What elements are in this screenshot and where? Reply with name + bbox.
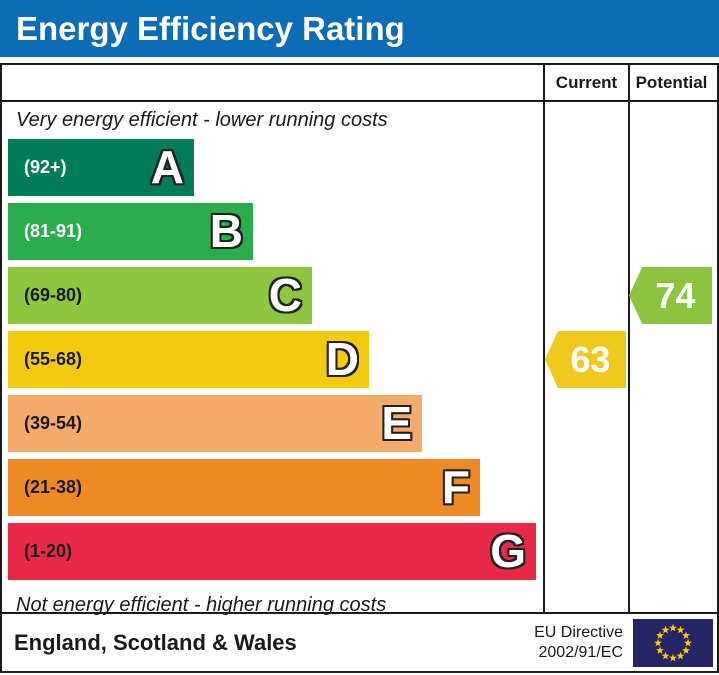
table-header-row: Current Potential: [2, 65, 717, 102]
header-potential: Potential: [628, 65, 713, 100]
band-letter: F: [441, 460, 470, 513]
band-letter: B: [209, 204, 243, 257]
eu-directive-line1: EU Directive: [534, 623, 623, 641]
band-bar-b: (81-91) B: [8, 203, 253, 260]
band-bar-e: (39-54) E: [8, 395, 422, 452]
region-label: England, Scotland & Wales: [14, 629, 297, 655]
band-letter: C: [268, 268, 302, 321]
band-range-label: (69-80): [24, 285, 83, 305]
bands-column: Very energy efficient - lower running co…: [2, 102, 543, 616]
top-note: Very energy efficient - lower running co…: [16, 109, 388, 131]
potential-column: 74: [628, 102, 713, 612]
table-footer-row: England, Scotland & Wales EU Directive 2…: [2, 612, 717, 671]
bands: (92+) A (81-91) B (69-80) C (55-68) D (39-54) E (2…: [2, 139, 543, 587]
band-range-label: (81-91): [24, 221, 83, 241]
band-row-a: (92+) A: [2, 139, 543, 203]
band-row-c: (69-80) C: [2, 267, 543, 331]
header-current: Current: [543, 65, 628, 100]
table-body-row: Very energy efficient - lower running co…: [2, 102, 717, 616]
title-bar: Energy Efficiency Rating: [0, 0, 719, 57]
band-range-label: (21-38): [24, 477, 83, 497]
band-bar-g: (1-20) G: [8, 523, 536, 580]
current-column: 63: [543, 102, 628, 612]
band-row-g: (1-20) G: [2, 523, 543, 587]
band-row-f: (21-38) F: [2, 459, 543, 523]
current-rating-value: 63: [570, 338, 611, 380]
band-range-label: (55-68): [24, 349, 83, 369]
band-letter: D: [325, 332, 359, 385]
band-letter: E: [381, 396, 412, 449]
band-range-label: (39-54): [24, 413, 83, 433]
eu-flag-stars: [654, 623, 692, 661]
band-range-label: (1-20): [24, 541, 73, 561]
header-chart-cell: [2, 65, 543, 100]
band-row-b: (81-91) B: [2, 203, 543, 267]
eu-directive-line2: 2002/91/EC: [538, 643, 623, 661]
epc-rating-table: Current Potential Very energy efficient …: [0, 63, 719, 673]
band-letter: A: [150, 140, 184, 193]
band-bar-c: (69-80) C: [8, 267, 312, 324]
page-title: Energy Efficiency Rating: [16, 9, 405, 47]
band-letter: G: [490, 524, 526, 577]
eu-directive-label: EU Directive 2002/91/EC: [534, 623, 623, 663]
bottom-note: Not energy efficient - higher running co…: [16, 593, 387, 616]
band-range-label: (92+): [24, 157, 67, 177]
potential-rating-value: 74: [655, 274, 696, 316]
eu-flag-icon: [633, 618, 713, 667]
current-rating-arrow: 63: [545, 331, 626, 388]
band-bar-f: (21-38) F: [8, 459, 480, 516]
band-bar-a: (92+) A: [8, 139, 194, 196]
band-row-e: (39-54) E: [2, 395, 543, 459]
band-bar-d: (55-68) D: [8, 331, 369, 388]
potential-rating-arrow: 74: [629, 267, 712, 324]
band-row-d: (55-68) D: [2, 331, 543, 395]
